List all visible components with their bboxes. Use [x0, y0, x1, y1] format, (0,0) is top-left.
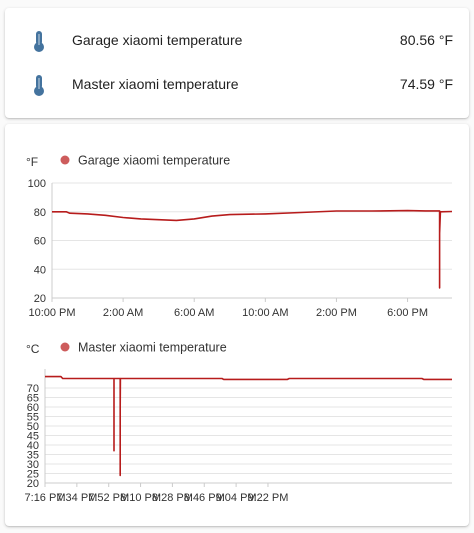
entity-name: Garage xiaomi temperature: [72, 32, 243, 48]
thermometer-icon: [34, 31, 44, 52]
entity-value: 80.56 °F: [399, 32, 453, 48]
history-graph-card: [5, 124, 469, 526]
entity-row-master[interactable]: Master xiaomi temperature 74.59 °F: [5, 66, 469, 102]
entity-value: 74.59 °F: [399, 76, 453, 92]
thermometer-icon: [34, 75, 44, 96]
entity-row-garage[interactable]: Garage xiaomi temperature 80.56 °F: [5, 22, 469, 58]
entities-card: Garage xiaomi temperature 80.56 °F Maste…: [5, 8, 469, 118]
entity-name: Master xiaomi temperature: [72, 76, 239, 92]
